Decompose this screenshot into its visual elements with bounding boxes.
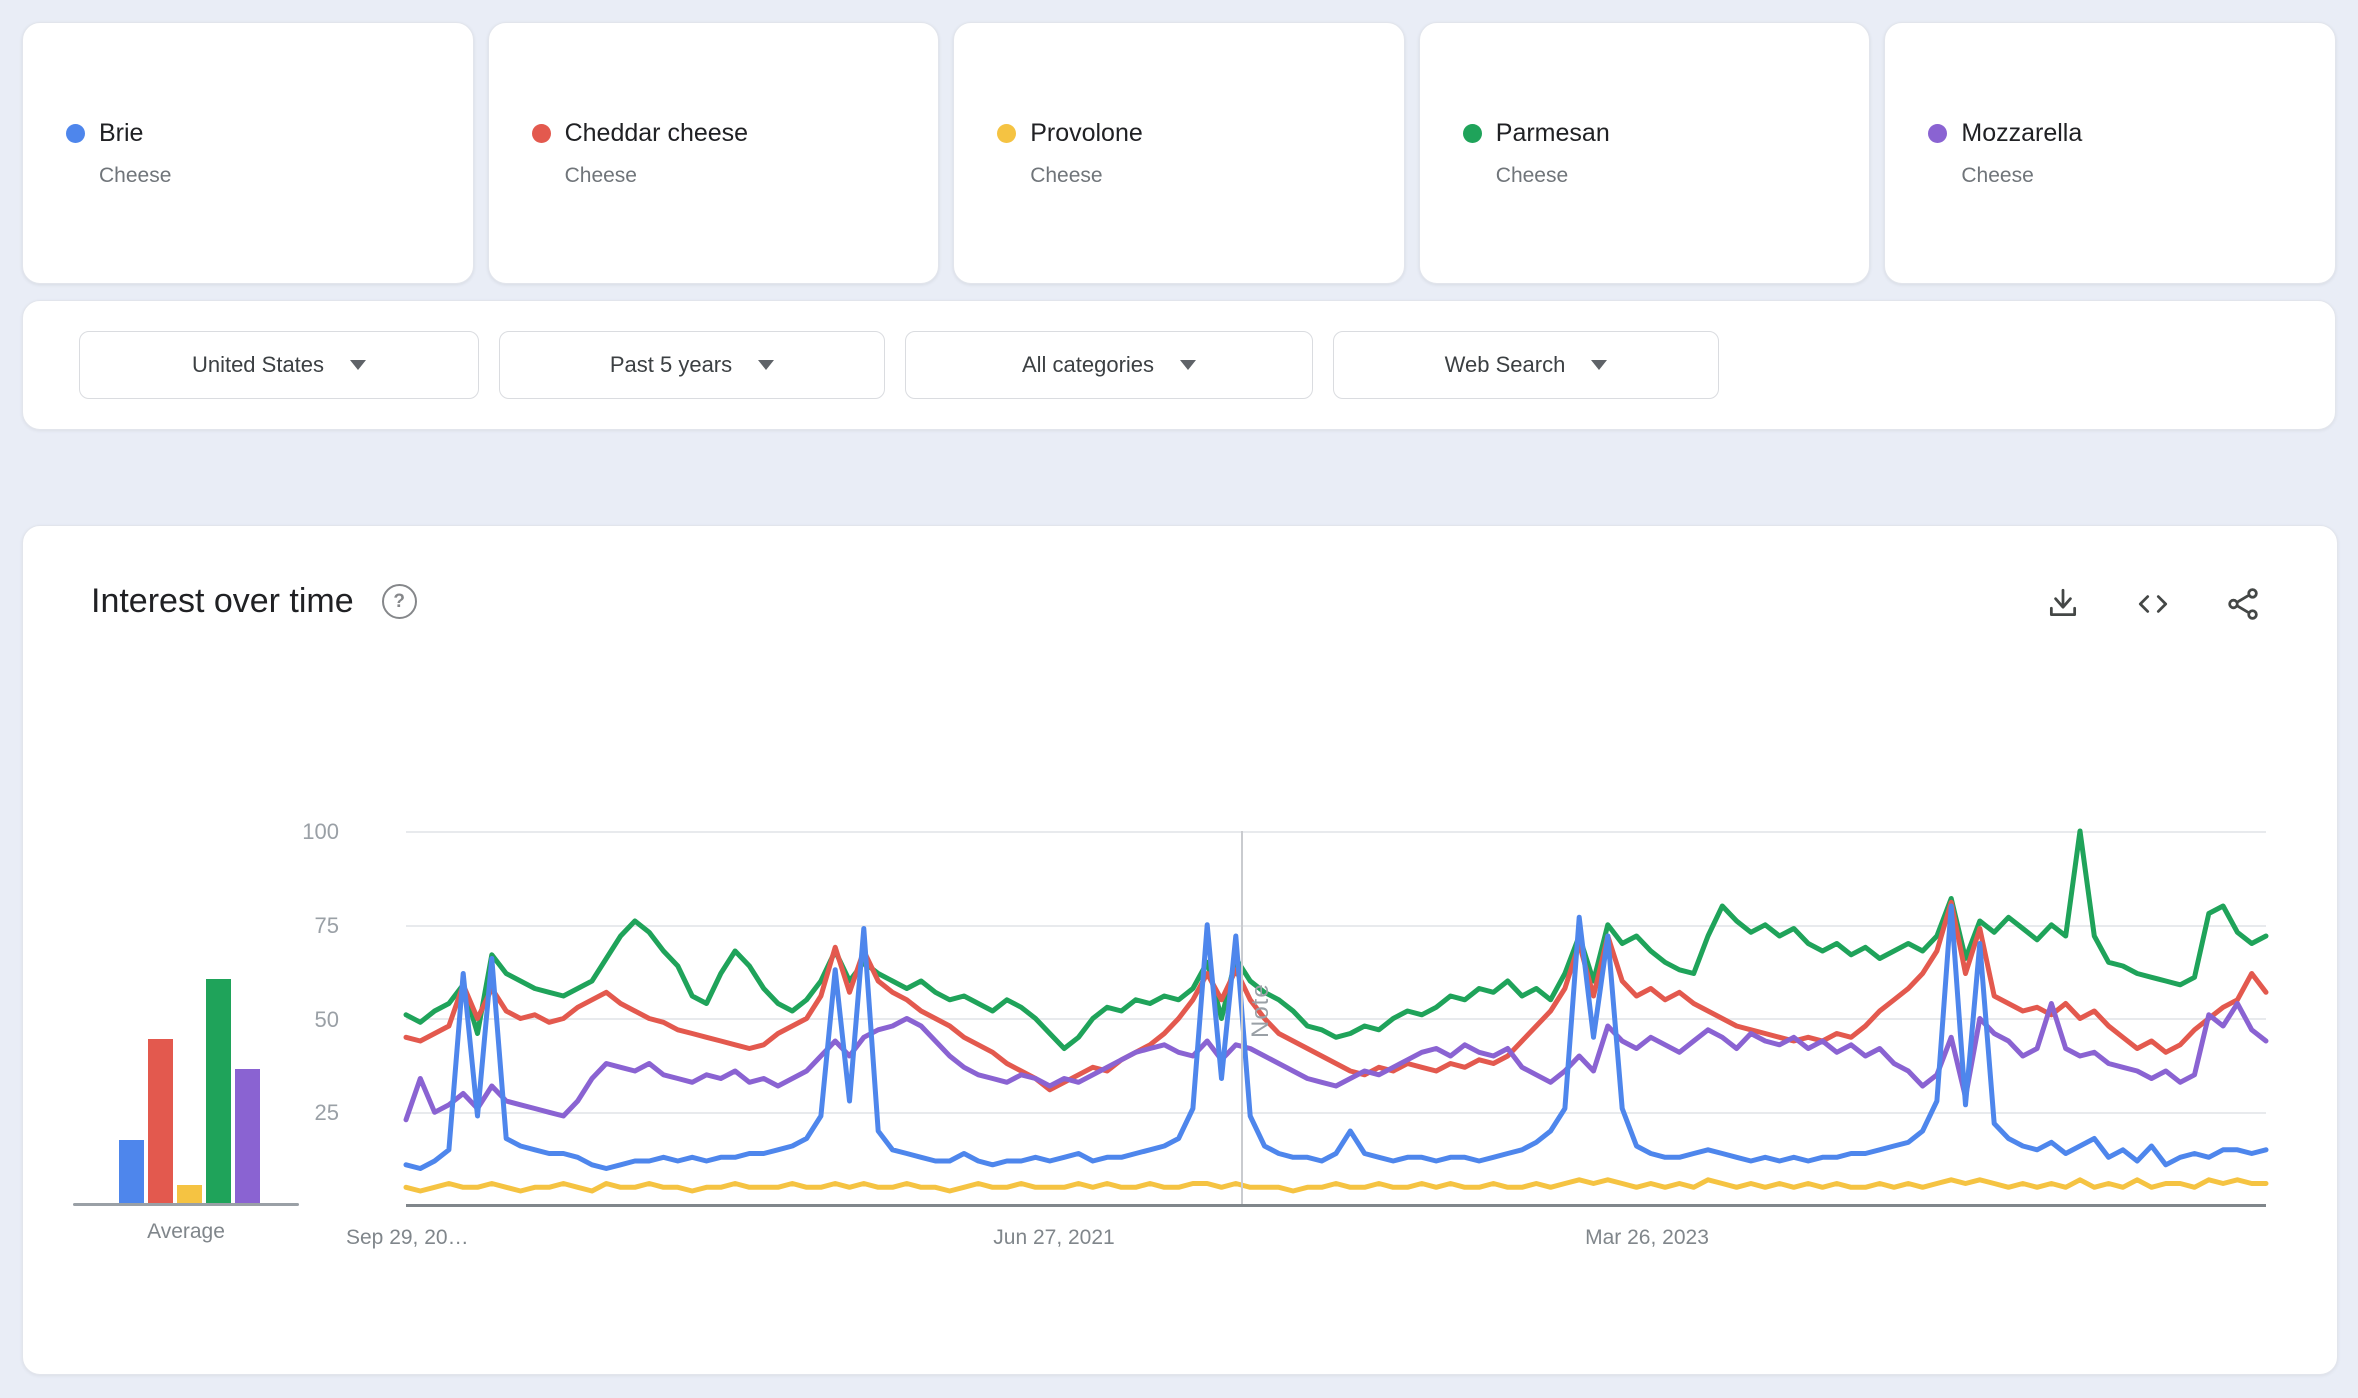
gridline-25 (406, 1112, 2266, 1114)
average-bar-provolone[interactable] (177, 1185, 202, 1204)
average-axis-line (73, 1203, 299, 1206)
y-axis-tick-100: 100 (302, 819, 339, 844)
line-chart-plot-area[interactable] (403, 828, 2269, 1206)
x-axis-line (406, 1204, 2266, 1207)
series-color-dot (66, 124, 85, 143)
term-name: Provolone (1030, 119, 1143, 147)
trend-line-provolone[interactable] (403, 1177, 2269, 1194)
y-axis-tick-75: 75 (314, 913, 339, 938)
term-card-cheddar[interactable]: Cheddar cheese Cheese (487, 22, 940, 284)
time-filter-value: Past 5 years (609, 352, 733, 377)
comparison-cards-row: Brie Cheese Cheddar cheese Cheese Provol… (0, 0, 2358, 284)
term-type: Cheese (1030, 164, 1103, 187)
category-filter-dropdown[interactable]: All categories (905, 331, 1313, 399)
average-bar-cheddar-cheese[interactable] (148, 1039, 173, 1204)
average-bar-mozzarella[interactable] (235, 1069, 260, 1204)
gridline-100 (406, 831, 2266, 833)
average-bar-chart (119, 804, 260, 1204)
interest-over-time-card: Interest over time ? Average 100 75 50 2… (22, 525, 2338, 1375)
term-name: Mozzarella (1961, 119, 2083, 147)
series-color-dot (1462, 124, 1482, 143)
embed-code-icon[interactable] (2135, 586, 2171, 622)
gridline-75 (406, 925, 2266, 927)
x-axis-tick-late: Mar 26, 2023 (1585, 1226, 1709, 1249)
trend-lines-svg (403, 828, 2269, 1194)
category-filter-value: All categories (1021, 352, 1155, 377)
search-type-filter-dropdown[interactable]: Web Search (1333, 331, 1719, 399)
x-axis-tick-start: Sep 29, 20… (346, 1226, 469, 1249)
chevron-down-icon (350, 360, 367, 370)
download-icon[interactable] (2045, 586, 2081, 622)
term-type: Cheese (99, 164, 172, 187)
average-bar-parmesan[interactable] (206, 979, 231, 1204)
term-type: Cheese (1961, 164, 2034, 187)
term-card-brie[interactable]: Brie Cheese (22, 22, 474, 284)
term-type: Cheese (1495, 164, 1569, 187)
geo-filter-value: United States (191, 352, 325, 377)
term-name: Brie (99, 119, 144, 147)
note-marker-line (1241, 831, 1243, 1204)
series-color-dot (531, 124, 551, 143)
x-axis-tick-mid: Jun 27, 2021 (993, 1226, 1115, 1249)
chart-title: Interest over time (91, 582, 354, 620)
gridline-50 (406, 1018, 2266, 1020)
y-axis-tick-50: 50 (314, 1007, 339, 1032)
term-card-provolone[interactable]: Provolone Cheese (953, 22, 1405, 284)
average-bar-brie[interactable] (119, 1140, 144, 1204)
y-axis-tick-25: 25 (314, 1100, 339, 1125)
chevron-down-icon (1180, 360, 1197, 370)
help-icon[interactable]: ? (381, 584, 417, 619)
share-icon[interactable] (2225, 586, 2261, 622)
trend-line-cheddar-cheese[interactable] (403, 899, 2269, 1093)
term-card-parmesan[interactable]: Parmesan Cheese (1418, 22, 1871, 284)
filter-bar: United States Past 5 years All categorie… (22, 300, 2336, 430)
average-axis-label: Average (147, 1220, 225, 1243)
series-color-dot (1928, 124, 1948, 143)
time-filter-dropdown[interactable]: Past 5 years (499, 331, 885, 399)
note-marker-label[interactable]: Note (1247, 983, 1274, 1039)
chevron-down-icon (758, 360, 775, 370)
term-type: Cheese (564, 164, 637, 187)
term-card-mozzarella[interactable]: Mozzarella Cheese (1884, 22, 2336, 284)
series-color-dot (997, 124, 1017, 143)
search-type-filter-value: Web Search (1444, 352, 1566, 377)
chart-header: Interest over time ? (91, 582, 417, 621)
trend-line-mozzarella[interactable] (403, 1001, 2269, 1123)
geo-filter-dropdown[interactable]: United States (79, 331, 479, 399)
chevron-down-icon (1591, 360, 1608, 370)
term-name: Cheddar cheese (564, 119, 749, 147)
term-name: Parmesan (1495, 119, 1610, 147)
trend-line-brie[interactable] (403, 903, 2269, 1171)
